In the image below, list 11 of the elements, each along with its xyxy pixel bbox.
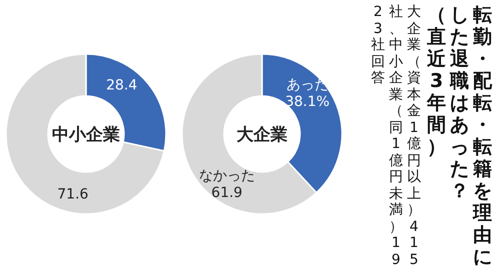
data-label: 38.1% (285, 94, 330, 110)
donut-slice (5, 53, 165, 215)
data-label: 71.6 (57, 186, 89, 203)
data-label: 28.4 (106, 78, 138, 94)
data-label: 61.9 (211, 184, 242, 201)
chart-title: 転勤・配転・転籍を理由にした退職はあった？ (450, 4, 492, 268)
text: 中小企業 (52, 125, 120, 145)
text: 大企業 (236, 125, 288, 145)
text: （直近3年間） (427, 4, 446, 158)
text: 大企業（資本金1億円以上）415社、中小企業（同1億円未満）1923社回答 (371, 4, 421, 268)
slice-label: なかった (198, 168, 255, 184)
